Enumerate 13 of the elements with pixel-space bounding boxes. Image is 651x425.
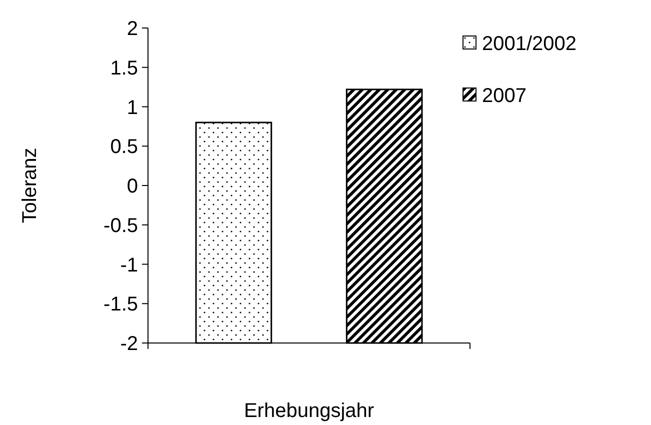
y-tick-label: 0 [126, 176, 138, 198]
y-tick-label: 2 [126, 18, 138, 40]
x-axis-title: Erhebungsjahr [244, 400, 374, 422]
y-tick-label: -2 [120, 333, 138, 355]
y-axis-title: Toleranz [19, 148, 41, 224]
y-tick-label: -1 [120, 254, 138, 276]
legend-label: 2007 [482, 85, 526, 107]
y-tick-label: -1.5 [104, 294, 138, 316]
y-tick-label: 1.5 [110, 57, 138, 80]
y-tick-label: 0.5 [110, 136, 138, 158]
legend-label: 2001/2002 [482, 33, 577, 55]
y-tick-label: 1 [126, 96, 138, 119]
y-tick-label: -0.5 [104, 214, 138, 237]
